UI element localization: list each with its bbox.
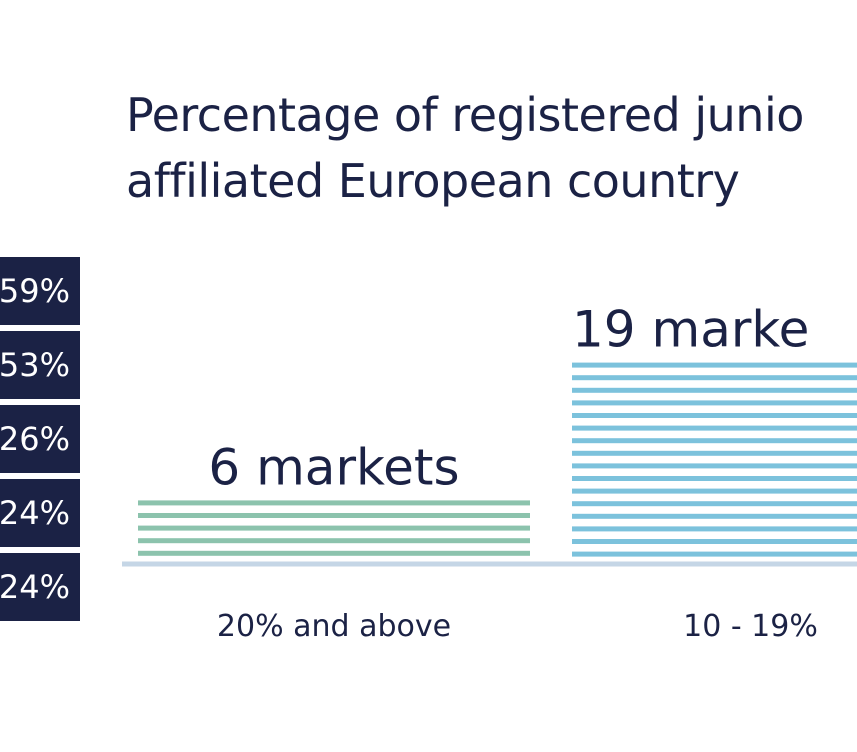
- bar-stripe: [572, 438, 857, 444]
- bar-stripe: [572, 387, 857, 393]
- category-label: 10 - 19%: [683, 609, 818, 644]
- bar-stripe: [572, 526, 857, 532]
- percentage-box: 26%: [0, 405, 80, 473]
- bar-stripe: [572, 463, 857, 469]
- bar-stripe: [138, 538, 530, 544]
- bar-value-label: 6 markets: [208, 438, 459, 496]
- bar-stripe: [572, 450, 857, 456]
- bar-stripe: [572, 400, 857, 406]
- bar-stripe: [138, 550, 530, 556]
- bar: [138, 500, 530, 556]
- percentage-box: 24%: [0, 479, 80, 547]
- bar-stripe: [572, 362, 857, 368]
- bar-stripe: [572, 375, 857, 381]
- bar-stripe: [572, 425, 857, 431]
- percentage-box: 24%: [0, 553, 80, 621]
- percentage-box: 59%: [0, 257, 80, 325]
- bar-stripe: [572, 539, 857, 544]
- bar-stripe: [572, 551, 857, 557]
- bar-stripe: [572, 476, 857, 481]
- bar-stripe: [572, 488, 857, 494]
- bar: [572, 362, 857, 557]
- bar-stripe: [138, 500, 530, 506]
- bar-stripe: [572, 513, 857, 519]
- bar-value-label: 19 marke: [572, 301, 809, 359]
- bar-stripe: [572, 413, 857, 418]
- bar-stripe: [572, 501, 857, 507]
- chart-title: Percentage of registered junio affiliate…: [126, 88, 804, 208]
- bar-stripe: [138, 525, 530, 531]
- category-label: 20% and above: [217, 609, 451, 644]
- bar-stripe: [138, 513, 530, 518]
- percentage-box: 53%: [0, 331, 80, 399]
